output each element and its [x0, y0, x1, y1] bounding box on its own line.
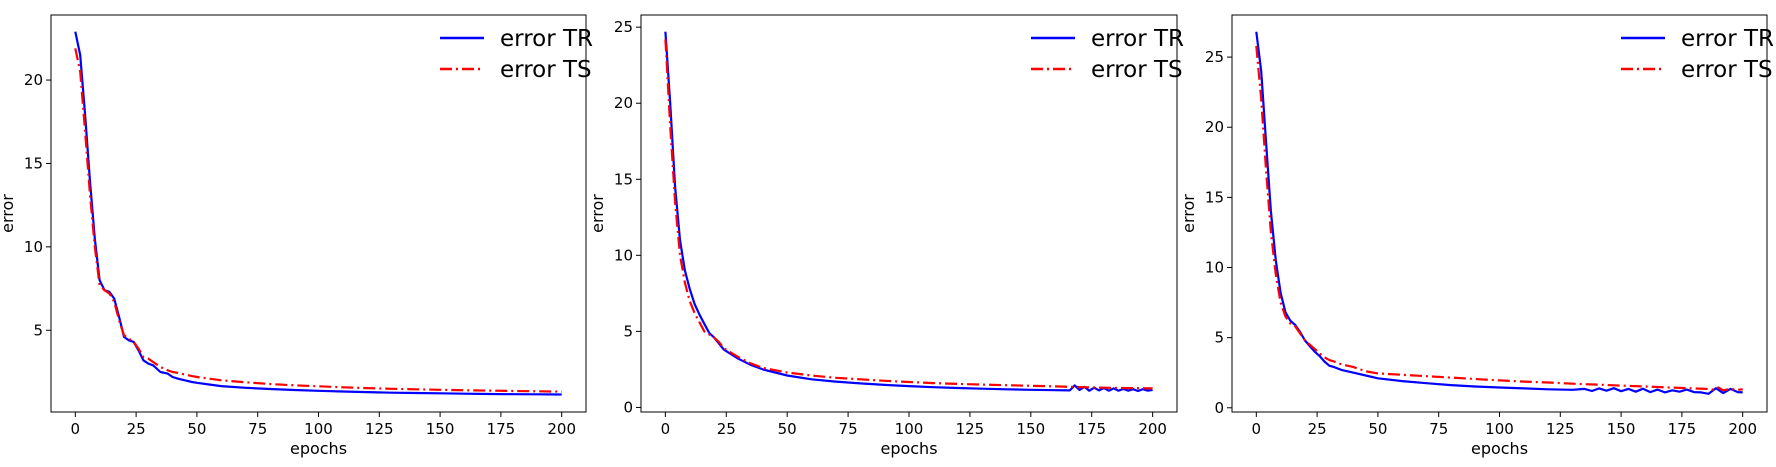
x-tick-label: 125: [1546, 420, 1575, 438]
y-axis-label: error: [1179, 194, 1198, 233]
y-tick-label: 5: [1214, 329, 1224, 347]
x-tick-label: 50: [778, 420, 797, 438]
y-tick-label: 20: [24, 71, 43, 89]
legend-label: error TR: [1091, 26, 1184, 52]
x-tick-label: 0: [661, 420, 671, 438]
x-tick-label: 175: [487, 420, 516, 438]
x-axis-label: epochs: [1471, 439, 1528, 458]
y-tick-label: 10: [1205, 259, 1224, 277]
plot-area: [1231, 14, 1768, 413]
x-tick-label: 175: [1077, 420, 1106, 438]
x-tick-label: 150: [426, 420, 455, 438]
x-tick-label: 75: [839, 420, 858, 438]
y-tick-label: 15: [1205, 188, 1224, 206]
series-line-ts: [664, 39, 1153, 390]
y-axis-label: error: [0, 194, 17, 233]
x-tick-label: 75: [248, 420, 267, 438]
x-tick-label: 25: [1308, 420, 1327, 438]
chart-panel-1: 0 25 50 75 100 125 150 175 200 5 10 15 20 epochs error…: [0, 14, 593, 458]
plot-area: [50, 14, 587, 413]
y-tick-label: 10: [614, 246, 633, 264]
x-axis-label: epochs: [880, 439, 937, 458]
x-tick-label: 50: [1368, 420, 1387, 438]
y-tick-label: 15: [614, 170, 633, 188]
y-tick-label: 5: [33, 321, 43, 339]
chart-panel-2: 0 25 50 75 100 125 150 175 200 0 5 10 15 20 25 epochs er…: [588, 14, 1184, 458]
x-tick-label: 0: [1252, 420, 1262, 438]
plot-area: [640, 14, 1178, 413]
x-tick-label: 125: [956, 420, 985, 438]
x-tick-label: 100: [1485, 420, 1514, 438]
x-tick-label: 150: [1016, 420, 1045, 438]
x-tick-label: 75: [1429, 420, 1448, 438]
series-line-ts: [74, 48, 562, 393]
y-tick-label: 5: [623, 322, 633, 340]
legend-label: error TS: [500, 57, 592, 83]
y-tick-label: 20: [1205, 118, 1224, 136]
x-tick-label: 25: [717, 420, 736, 438]
legend-label: error TS: [1091, 57, 1183, 83]
x-tick-label: 200: [1728, 420, 1757, 438]
y-tick-label: 10: [24, 238, 43, 256]
series-line-ts: [1255, 45, 1743, 392]
x-tick-label: 100: [895, 420, 924, 438]
x-tick-label: 125: [365, 420, 394, 438]
x-tick-label: 50: [187, 420, 206, 438]
y-tick-label: 20: [614, 94, 633, 112]
y-tick-label: 0: [623, 398, 633, 416]
x-tick-label: 100: [304, 420, 333, 438]
x-tick-label: 0: [71, 420, 81, 438]
y-tick-label: 25: [1205, 48, 1224, 66]
x-tick-label: 200: [547, 420, 576, 438]
legend-label: error TS: [1681, 57, 1773, 83]
y-tick-label: 15: [24, 154, 43, 172]
x-tick-label: 25: [127, 420, 146, 438]
x-axis-label: epochs: [290, 439, 347, 458]
y-tick-label: 25: [614, 18, 633, 36]
chart-panel-3: 0 25 50 75 100 125 150 175 200 0 5 10 15 20 25 epochs er…: [1179, 14, 1774, 458]
legend-label: error TR: [1681, 26, 1774, 52]
series-line-tr: [664, 31, 1153, 393]
y-axis-label: error: [588, 194, 607, 233]
x-tick-label: 200: [1138, 420, 1167, 438]
legend-label: error TR: [500, 26, 593, 52]
y-tick-label: 0: [1214, 399, 1224, 417]
x-tick-label: 175: [1668, 420, 1697, 438]
x-tick-label: 150: [1607, 420, 1636, 438]
